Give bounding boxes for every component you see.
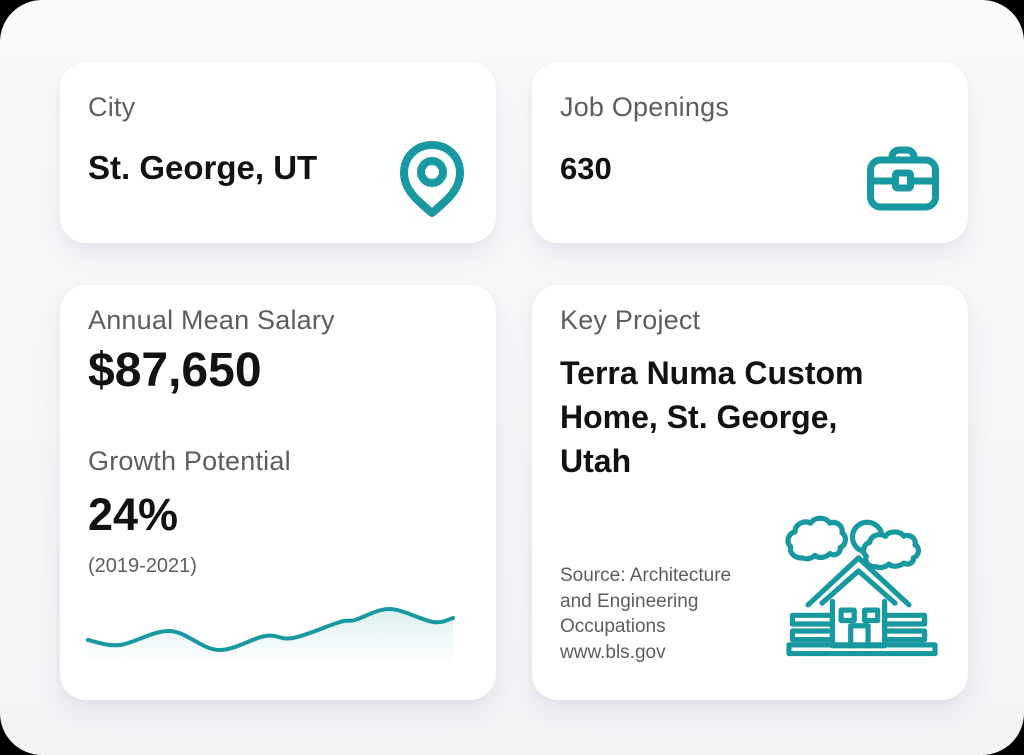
growth-sparkline-chart xyxy=(85,593,466,671)
source-website: www.bls.gov xyxy=(560,641,666,663)
house-icon xyxy=(782,505,942,663)
city-label: City xyxy=(88,92,136,122)
job-openings-value: 630 xyxy=(560,151,612,186)
growth-potential-value: 24% xyxy=(88,489,179,540)
key-project-value: Terra Numa Custom Home, St. George, Utah xyxy=(560,355,864,479)
growth-period: (2019-2021) xyxy=(88,555,197,577)
key-project-label: Key Project xyxy=(560,305,701,335)
growth-potential-label: Growth Potential xyxy=(88,446,291,476)
briefcase-icon xyxy=(866,146,940,212)
location-pin-icon xyxy=(398,140,466,218)
city-card: City St. George, UT xyxy=(60,62,496,243)
key-project-card: Key Project Terra Numa Custom Home, St. … xyxy=(532,285,968,700)
sparkline-line xyxy=(86,606,455,652)
salary-value: $87,650 xyxy=(88,344,262,397)
city-value: St. George, UT xyxy=(88,149,318,186)
salary-card: Annual Mean Salary $87,650 Growth Potent… xyxy=(60,285,496,700)
job-openings-card: Job Openings 630 xyxy=(532,62,968,243)
salary-label: Annual Mean Salary xyxy=(88,305,335,335)
source-attribution: Source: Architecture and Engineering Occ… xyxy=(560,563,750,665)
source-text: Source: Architecture and Engineering Occ… xyxy=(560,565,732,637)
sparkline-area xyxy=(88,608,453,671)
job-openings-label: Job Openings xyxy=(560,92,730,122)
